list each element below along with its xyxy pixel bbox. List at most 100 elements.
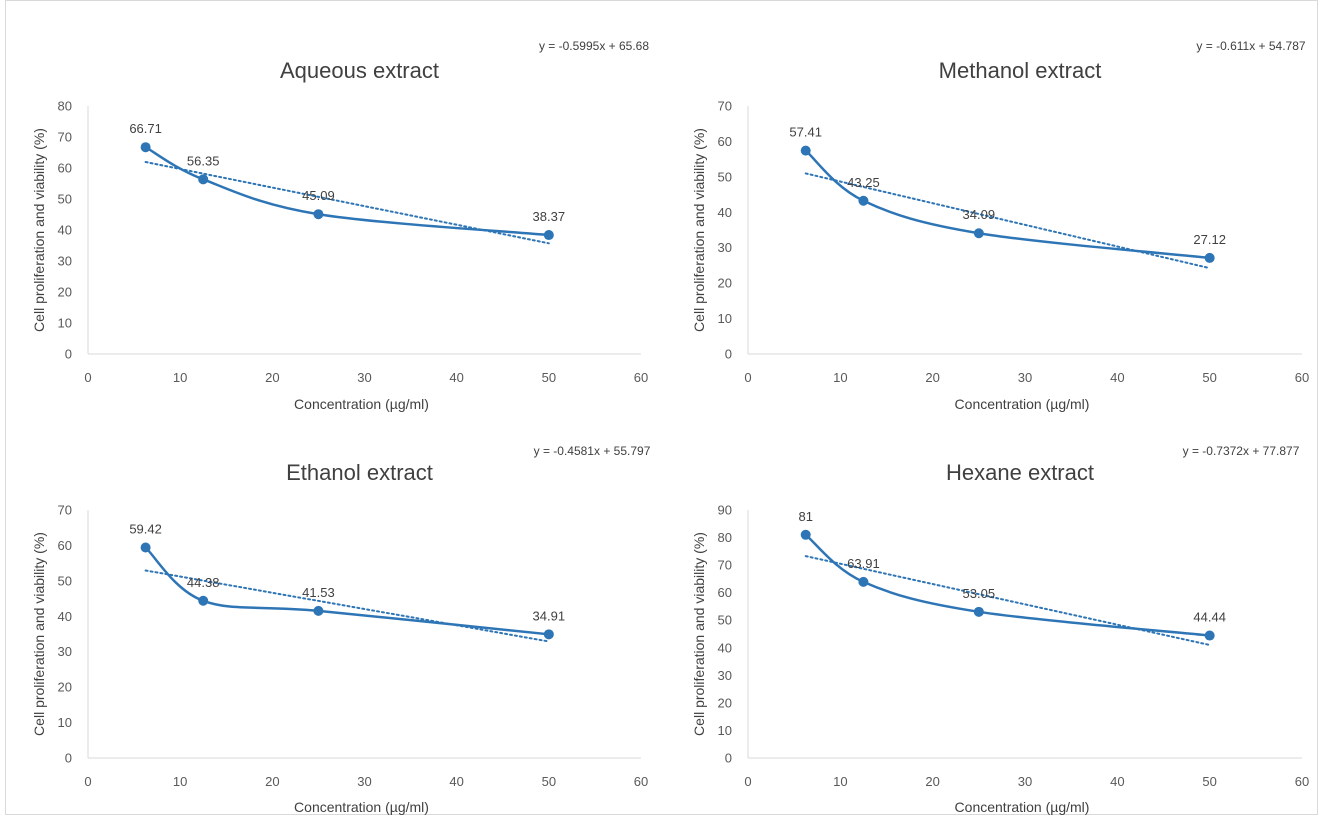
- data-point: [543, 230, 554, 241]
- y-tick-label: 70: [718, 99, 732, 114]
- x-axis-label: Concentration (µg/ml): [955, 799, 1090, 815]
- data-label: 43.25: [847, 175, 880, 190]
- x-tick-label: 50: [1202, 774, 1216, 789]
- y-tick-label: 40: [58, 223, 72, 238]
- x-tick-label: 10: [173, 370, 187, 385]
- y-tick-label: 10: [718, 311, 732, 326]
- x-tick-label: 0: [84, 774, 91, 789]
- data-point: [140, 142, 151, 153]
- data-label: 56.35: [187, 153, 220, 168]
- data-point: [1204, 252, 1215, 263]
- data-label: 38.37: [533, 209, 566, 224]
- x-tick-label: 20: [265, 370, 279, 385]
- x-axis-label: Concentration (µg/ml): [294, 396, 429, 412]
- x-tick-label: 20: [925, 774, 939, 789]
- x-tick-label: 60: [634, 774, 648, 789]
- y-axis-label: Cell proliferation and viability (%): [31, 532, 47, 736]
- x-tick-label: 10: [833, 370, 847, 385]
- data-point: [1204, 630, 1215, 641]
- data-label: 44.38: [187, 575, 220, 590]
- data-point: [313, 209, 324, 220]
- data-point: [800, 529, 811, 540]
- x-tick-label: 50: [1202, 370, 1216, 385]
- data-label: 59.42: [129, 521, 162, 536]
- y-tick-label: 40: [58, 609, 72, 624]
- y-tick-label: 60: [58, 161, 72, 176]
- data-label: 34.09: [963, 207, 996, 222]
- data-label: 44.44: [1193, 610, 1226, 625]
- y-tick-label: 30: [718, 240, 732, 255]
- y-tick-label: 10: [58, 715, 72, 730]
- y-tick-label: 90: [718, 503, 732, 518]
- x-tick-label: 40: [449, 370, 463, 385]
- data-point: [858, 576, 869, 587]
- x-tick-label: 40: [1110, 774, 1124, 789]
- y-axis-label: Cell proliferation and viability (%): [31, 128, 47, 332]
- x-tick-label: 10: [173, 774, 187, 789]
- x-tick-label: 50: [542, 370, 556, 385]
- chart-panel-2: 0 10 20 30 40 50 60 0 10 20 30 40 50 60 70 Methanol ext…: [691, 39, 1309, 412]
- x-axis-label: Concentration (µg/ml): [294, 799, 429, 815]
- y-tick-label: 20: [58, 680, 72, 695]
- y-tick-label: 0: [65, 347, 72, 362]
- y-tick-label: 20: [718, 276, 732, 291]
- x-tick-label: 40: [1110, 370, 1124, 385]
- data-point: [543, 629, 554, 640]
- y-tick-label: 50: [718, 169, 732, 184]
- y-tick-label: 40: [718, 205, 732, 220]
- trendline: [144, 569, 550, 643]
- data-point: [858, 195, 869, 206]
- series-line: [144, 146, 549, 237]
- x-tick-label: 50: [542, 774, 556, 789]
- y-tick-label: 30: [58, 254, 72, 269]
- x-tick-label: 20: [265, 774, 279, 789]
- chart-title: Hexane extract: [946, 460, 1094, 485]
- series-line: [804, 533, 1210, 637]
- data-label: 45.09: [302, 188, 335, 203]
- data-label: 53.05: [963, 586, 996, 601]
- y-tick-label: 70: [58, 503, 72, 518]
- x-tick-label: 0: [744, 370, 751, 385]
- data-point: [198, 595, 209, 606]
- y-tick-label: 30: [718, 668, 732, 683]
- y-tick-label: 0: [725, 751, 732, 766]
- y-tick-label: 50: [58, 573, 72, 588]
- y-tick-label: 20: [718, 695, 732, 710]
- series-line: [804, 149, 1210, 260]
- y-tick-label: 10: [58, 316, 72, 331]
- trendline-equation: y = -0.611x + 54.787: [1196, 39, 1306, 53]
- data-point: [140, 542, 151, 553]
- y-axis-label: Cell proliferation and viability (%): [691, 128, 707, 332]
- data-point: [973, 228, 984, 239]
- y-tick-label: 80: [58, 99, 72, 114]
- x-tick-label: 60: [1295, 370, 1309, 385]
- x-tick-label: 60: [1295, 774, 1309, 789]
- y-tick-label: 80: [718, 530, 732, 545]
- y-tick-label: 70: [58, 130, 72, 145]
- data-label: 63.91: [847, 556, 880, 571]
- y-tick-label: 60: [718, 585, 732, 600]
- data-point: [198, 174, 209, 185]
- y-tick-label: 50: [58, 192, 72, 207]
- y-tick-label: 50: [718, 613, 732, 628]
- trendline-equation: y = -0.7372x + 77.877: [1183, 444, 1300, 458]
- x-tick-label: 30: [357, 370, 371, 385]
- chart-title: Ethanol extract: [286, 460, 433, 485]
- data-label: 41.53: [302, 585, 335, 600]
- data-label: 27.12: [1193, 232, 1226, 247]
- y-tick-label: 60: [718, 134, 732, 149]
- y-axis-label: Cell proliferation and viability (%): [691, 532, 707, 736]
- chart-panel-1: 0 10 20 30 40 50 60 0 10 20 30 40 50 60 70 80 Aqueous ex…: [31, 39, 649, 412]
- series-line: [144, 546, 549, 636]
- x-tick-label: 0: [84, 370, 91, 385]
- y-tick-label: 10: [718, 723, 732, 738]
- y-tick-label: 0: [65, 751, 72, 766]
- y-tick-label: 0: [725, 347, 732, 362]
- x-tick-label: 30: [357, 774, 371, 789]
- data-label: 57.41: [789, 125, 822, 140]
- chart-title: Aqueous extract: [280, 58, 439, 83]
- data-point: [800, 145, 811, 156]
- x-axis-label: Concentration (µg/ml): [955, 396, 1090, 412]
- x-tick-label: 60: [634, 370, 648, 385]
- x-tick-label: 30: [1018, 774, 1032, 789]
